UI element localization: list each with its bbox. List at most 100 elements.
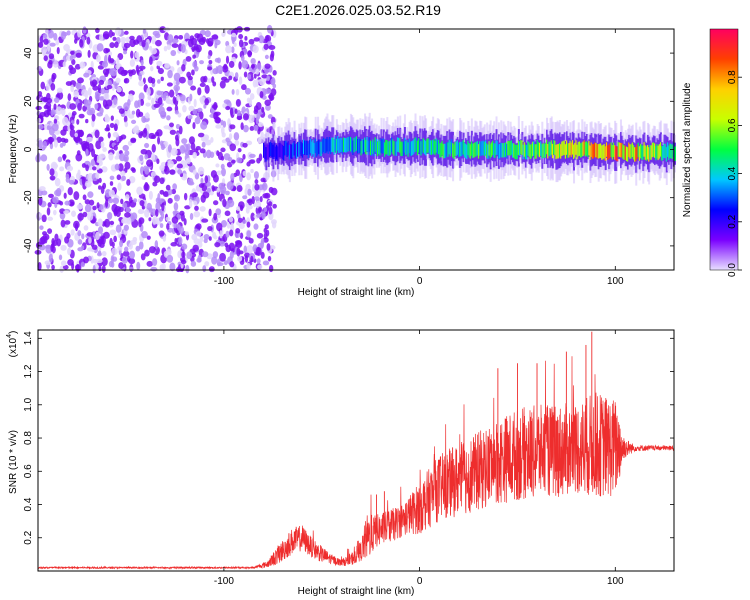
spectrogram-noise-cell	[161, 202, 165, 212]
spectrogram-noise-cell	[211, 256, 218, 265]
spectrogram-ridge-core	[577, 141, 580, 157]
spectrogram-noise-cell	[141, 205, 145, 210]
spectrogram-noise-cell	[152, 181, 158, 187]
spectrogram-noise-cell	[263, 207, 268, 213]
spectrogram-noise-cell	[234, 108, 238, 114]
spectrogram-ridge-core	[418, 138, 421, 153]
spectrogram-noise-cell	[68, 199, 75, 207]
spectrogram-noise-cell	[97, 218, 103, 227]
snr-y-tick-label: 0.4	[23, 497, 34, 511]
spectrogram-noise-cell	[177, 168, 183, 175]
spectrogram-noise-cell	[59, 142, 64, 148]
spectrogram-noise-cell	[237, 255, 243, 262]
spectrogram-ridge-core	[387, 141, 390, 156]
spectrogram-ridge-core	[480, 141, 483, 157]
spectrogram-noise-cell	[169, 262, 176, 272]
spectrogram-noise-cell	[243, 245, 247, 254]
spectrogram-ridge-core	[395, 141, 398, 156]
spectrogram-ridge-core	[452, 142, 455, 158]
spectrogram-noise-cell	[267, 255, 272, 262]
spectrogram-noise-cell	[87, 172, 94, 182]
spectrogram-noise-cell	[43, 55, 48, 62]
spectrogram-noise-cell	[101, 264, 106, 274]
spectrogram-noise-cell	[219, 230, 223, 239]
spectrogram-noise-cell	[183, 218, 187, 226]
spectrogram-noise-cell	[195, 44, 202, 53]
spectrogram-noise-cell	[245, 206, 250, 214]
spectrogram-noise-cell	[256, 157, 261, 164]
spectrogram-noise-cell	[243, 71, 248, 78]
spectrogram-noise-cell	[67, 93, 72, 102]
spectrogram-noise-cell	[259, 90, 264, 99]
spectrogram-ridge-core	[361, 139, 364, 154]
spectrogram-noise-cell	[260, 131, 264, 139]
spectrogram-ridge-core	[388, 141, 391, 156]
spectrogram-noise-cell	[173, 222, 178, 229]
spectrogram-noise-cell	[119, 153, 126, 162]
spectrogram-ridge-core	[597, 144, 600, 159]
spectrogram-ridge-core	[439, 143, 442, 158]
spectrogram-noise-cell	[77, 230, 82, 237]
spectrogram-noise-cell	[249, 126, 255, 131]
spectrogram-noise-cell	[244, 255, 249, 263]
spectrogram-noise-cell	[251, 196, 255, 205]
spectrogram-ridge-core	[639, 143, 642, 159]
spectrogram-noise-cell	[148, 217, 152, 222]
spectrogram-ridge-core	[321, 139, 324, 154]
spectrogram-ridge-core	[304, 140, 307, 155]
spectrogram-noise-cell	[129, 38, 136, 48]
spectrogram-noise-cell	[253, 171, 260, 179]
spectrogram-ridge-core	[550, 140, 553, 155]
spectrogram-noise-cell	[85, 118, 89, 124]
spectrogram-noise-cell	[148, 190, 153, 200]
spectrogram-ridge-core	[508, 140, 511, 156]
spectrogram-noise-cell	[56, 87, 63, 93]
colorbar-tick-label: 0.0	[727, 263, 738, 277]
spectrogram-noise-cell	[257, 264, 263, 270]
spectrogram-noise-cell	[264, 88, 272, 94]
spectrogram-noise-cell	[259, 196, 263, 203]
spectrogram-noise-cell	[45, 244, 52, 249]
spectrogram-ridge-core	[302, 139, 305, 155]
spectrogram-ridge-core	[446, 142, 449, 157]
spectrogram-ridge-core	[314, 138, 317, 154]
spectrogram-noise-cell	[170, 147, 178, 156]
spectrogram-ridge-core	[342, 137, 345, 153]
spectrogram-ridge-core	[544, 143, 547, 158]
spectrogram-noise-cell	[94, 129, 100, 139]
spectrogram-noise-cell	[216, 170, 222, 176]
spectrogram-noise-cell	[83, 225, 89, 231]
spectrogram-noise-cell	[244, 187, 248, 197]
spectrogram-ridge-core	[553, 139, 556, 155]
spectrogram-noise-cell	[190, 142, 196, 151]
spectrogram-noise-cell	[48, 29, 54, 39]
spectrogram-noise-cell	[255, 78, 259, 88]
spectrogram-ridge-core	[301, 143, 304, 158]
spectrogram-noise-cell	[69, 122, 73, 130]
spectrogram-noise-cell	[146, 235, 151, 240]
spectrogram-noise-cell	[40, 81, 46, 90]
spectrogram-noise-cell	[50, 243, 54, 252]
spectrogram-ridge-core	[541, 144, 544, 159]
spectrogram-ridge-core	[466, 144, 469, 160]
spectrogram-noise-cell	[142, 129, 148, 138]
spectrogram-noise-cell	[248, 159, 256, 164]
spectrogram-ridge-core	[540, 141, 543, 156]
spectrogram-noise-cell	[157, 136, 161, 145]
spectrogram-ridge-core	[419, 139, 422, 155]
spectrogram-noise-cell	[207, 225, 213, 232]
spectrogram-noise-cell	[159, 189, 165, 195]
spectrogram-ridge-core	[601, 145, 604, 160]
spectrogram-noise-cell	[150, 48, 158, 55]
snr-y-tick-label: 1.4	[23, 331, 34, 345]
spectrogram-noise-cell	[81, 89, 88, 97]
spectrogram-noise-cell	[250, 255, 254, 262]
spectrogram-ridge-core	[650, 145, 653, 160]
spectrogram-noise-cell	[38, 197, 43, 206]
spectrogram-ridge-core	[587, 142, 590, 158]
spectrogram-noise-cell	[246, 262, 251, 270]
spectrogram-noise-cell	[224, 242, 229, 248]
spectrogram-noise-cell	[122, 250, 130, 257]
spectrogram-ridge-core	[507, 141, 510, 156]
